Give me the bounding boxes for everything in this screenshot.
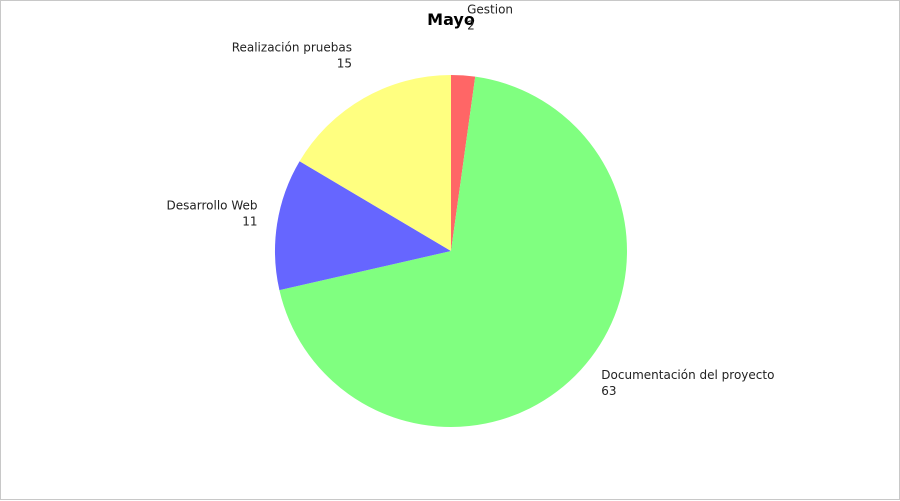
slice-label-value-0: 2 bbox=[467, 19, 475, 33]
slice-label-name-2: Desarrollo Web bbox=[167, 198, 258, 212]
slice-label-name-3: Realización pruebas bbox=[232, 41, 352, 55]
slice-label-value-2: 11 bbox=[242, 214, 257, 228]
pie-slices bbox=[274, 75, 627, 428]
chart-title: Mayo bbox=[427, 10, 475, 29]
pie-slice-1[interactable] bbox=[279, 76, 627, 428]
slice-label-name-0: Gestion bbox=[467, 3, 513, 17]
slice-label-value-3: 15 bbox=[337, 57, 352, 71]
pie-labels: Gestion 2 Documentación del proyecto 63 Desa… bbox=[167, 3, 775, 398]
slice-label-value-1: 63 bbox=[601, 384, 616, 398]
slice-label-name-1: Documentación del proyecto bbox=[601, 368, 774, 382]
pie-slice-3[interactable] bbox=[299, 75, 451, 251]
pie-slice-2[interactable] bbox=[274, 161, 451, 291]
pie-slice-0[interactable] bbox=[451, 75, 476, 251]
